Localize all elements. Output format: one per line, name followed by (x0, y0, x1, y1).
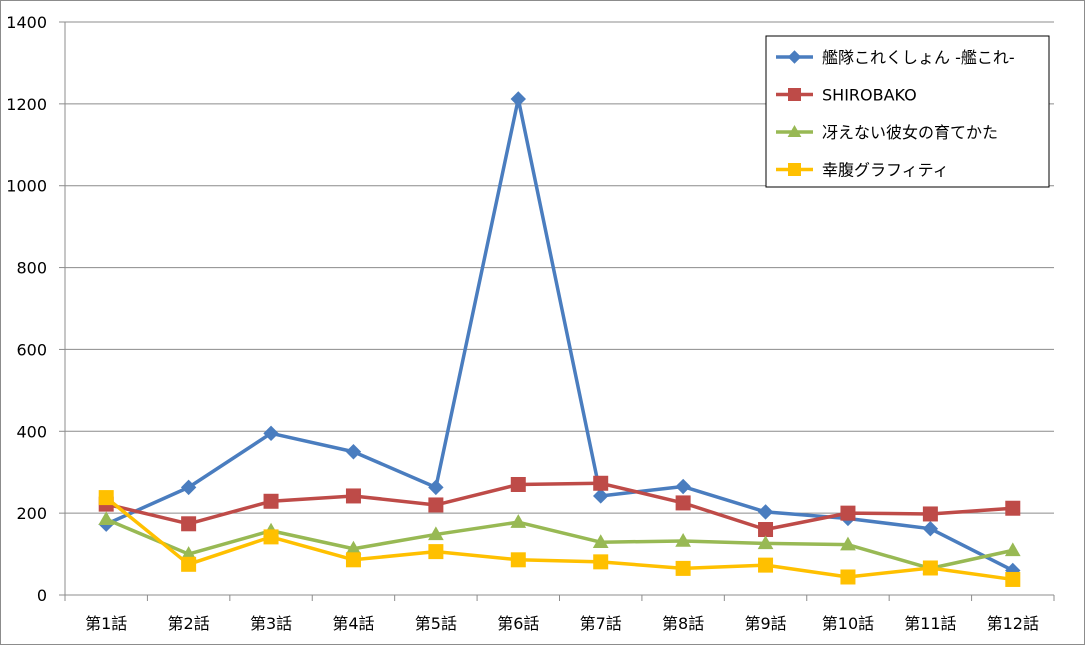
data-point (263, 529, 279, 545)
y-tick-label: 1400 (6, 13, 47, 32)
data-point (98, 490, 114, 506)
data-point (757, 504, 774, 520)
data-point (758, 557, 774, 573)
y-tick-label: 1200 (6, 95, 47, 114)
data-point (675, 495, 691, 511)
series-2 (98, 475, 1021, 538)
data-point (428, 526, 444, 541)
data-point (675, 560, 691, 576)
data-point (1004, 542, 1021, 557)
legend-entry: 艦隊これくしょん -艦これ- (776, 48, 1015, 67)
series-group (98, 91, 1021, 587)
y-tick-label: 200 (16, 504, 47, 523)
data-point (263, 425, 279, 442)
data-point (922, 506, 938, 522)
data-point (98, 511, 115, 526)
data-point (840, 569, 856, 585)
y-tick-label: 600 (16, 340, 47, 359)
x-tick-label: 第5話 (415, 614, 457, 633)
legend-marker (787, 50, 802, 64)
series-line (105, 481, 1013, 532)
y-tick-label: 0 (37, 586, 47, 605)
x-tick-label: 第3話 (250, 614, 292, 633)
legend-label: 艦隊これくしょん -艦これ- (822, 48, 1015, 67)
legend-marker (787, 124, 802, 137)
x-tick-label: 第1話 (85, 614, 127, 633)
data-point (181, 556, 197, 572)
data-point (510, 476, 526, 492)
data-point (181, 516, 197, 532)
data-point (593, 488, 609, 504)
legend-label: 冴えない彼女の育てかた (822, 123, 998, 142)
legend-label: 幸腹グラフィティ (822, 161, 949, 180)
x-tick-label: 第7話 (580, 614, 622, 633)
y-tick-label: 400 (16, 422, 47, 441)
data-point (510, 91, 526, 107)
data-point (1005, 571, 1021, 587)
data-point (592, 534, 609, 548)
data-point (757, 535, 774, 550)
x-tick-label: 第11話 (904, 614, 956, 633)
data-point (428, 479, 444, 496)
data-point (345, 444, 362, 460)
legend: 艦隊これくしょん -艦これ- SHIROBAKO 冴えない彼女の育てかた幸腹グラフィ… (765, 35, 1050, 188)
data-point (675, 478, 691, 495)
data-point (922, 520, 939, 537)
legend-box (765, 35, 1050, 188)
y-tick-label: 1000 (6, 177, 47, 196)
x-tick-label: 第2話 (168, 614, 210, 633)
series-line (105, 517, 1014, 571)
legend-marker (788, 88, 801, 101)
series-4 (98, 490, 1021, 587)
data-point (345, 488, 361, 504)
data-point (1005, 500, 1021, 516)
data-point (593, 554, 609, 570)
data-point (428, 544, 444, 560)
x-tick-label: 第12話 (987, 614, 1039, 633)
data-point (263, 493, 279, 509)
data-point (922, 560, 938, 576)
series-line (105, 97, 1014, 573)
x-tick-labels: 第1話 第2話 第3話 第4話 第5話 第6話 第7話 第8話 第9話 第10話 第11話 第12話 (85, 614, 1039, 633)
data-point (180, 479, 197, 496)
data-point (510, 552, 526, 568)
x-tick-label: 第9話 (744, 614, 786, 633)
legend-entry: 幸腹グラフィティ (776, 161, 949, 180)
data-point (593, 475, 609, 491)
x-tick-label: 第6話 (497, 614, 539, 633)
data-point (675, 532, 691, 547)
legend-entry: SHIROBAKO (776, 86, 917, 105)
axes (59, 21, 1055, 601)
y-tick-label: 800 (16, 259, 47, 278)
legend-entry: 冴えない彼女の育てかた (776, 123, 998, 142)
data-point (840, 505, 856, 521)
data-point (840, 536, 856, 551)
legend-marker (788, 163, 801, 176)
x-tick-label: 第10話 (822, 614, 874, 633)
data-point (428, 497, 444, 513)
x-tick-label: 第4話 (332, 614, 374, 633)
x-tick-label: 第8話 (662, 614, 704, 633)
legend-label: SHIROBAKO (822, 86, 917, 105)
y-tick-labels: 0 200 400 600 800 1000 1200 1400 (6, 13, 47, 605)
series-line (105, 496, 1014, 582)
data-point (345, 552, 361, 568)
data-point (758, 522, 774, 538)
data-point (510, 514, 527, 528)
